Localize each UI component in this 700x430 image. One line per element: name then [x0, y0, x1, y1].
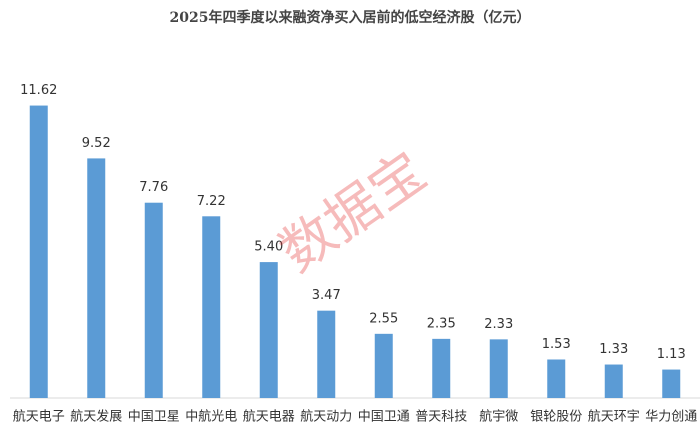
- bar: [604, 364, 623, 398]
- x-tick-label: 华力创通: [645, 410, 697, 425]
- x-tick-label: 航天发展: [70, 409, 122, 425]
- value-label: 2.55: [369, 311, 398, 326]
- x-tick-label: 航宇微: [479, 409, 518, 425]
- value-label: 7.22: [197, 194, 226, 209]
- x-tick-label: 航天环宇: [588, 409, 640, 425]
- x-tick-label: 中国卫通: [358, 410, 410, 425]
- value-label: 1.53: [542, 337, 571, 352]
- x-tick-label: 银轮股份: [530, 410, 582, 425]
- x-tick-label: 航天电器: [243, 409, 295, 425]
- x-tick-label: 中航光电: [185, 409, 237, 425]
- bar: [374, 333, 393, 398]
- x-tick-label: 普天科技: [415, 410, 467, 425]
- bar: [202, 216, 221, 398]
- bar: [87, 158, 106, 398]
- bar: [29, 105, 48, 399]
- bar: [259, 262, 278, 398]
- bar: [432, 338, 451, 398]
- value-label: 1.13: [657, 347, 686, 362]
- value-label: 2.33: [484, 317, 513, 332]
- bar: [489, 339, 508, 398]
- value-label: 3.47: [312, 288, 341, 303]
- bar: [144, 202, 163, 398]
- value-label: 7.76: [139, 180, 168, 195]
- x-tick-label: 中国卫星: [128, 410, 180, 425]
- x-tick-label: 航天动力: [300, 409, 352, 425]
- x-tick-label: 航天电子: [13, 409, 65, 425]
- bar: [547, 359, 566, 398]
- value-label: 5.40: [254, 240, 283, 255]
- value-label: 1.33: [599, 342, 628, 357]
- chart-title: 2025年四季度以来融资净买入居前的低空经济股（亿元）: [170, 9, 531, 26]
- bar: [317, 310, 336, 398]
- value-label: 11.62: [20, 83, 57, 98]
- value-label: 2.35: [427, 316, 456, 331]
- value-label: 9.52: [82, 136, 111, 151]
- watermark: 数据宝: [268, 140, 437, 285]
- bar: [662, 369, 681, 398]
